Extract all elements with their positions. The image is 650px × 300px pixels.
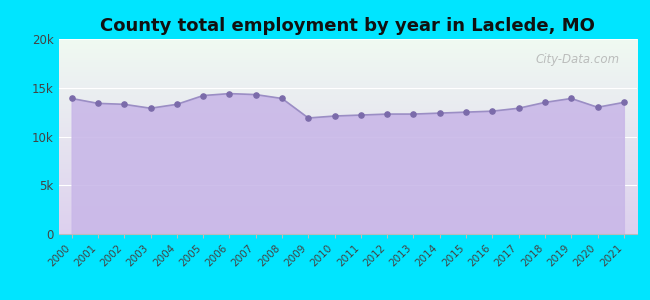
- Point: [330, 114, 340, 118]
- Point: [435, 111, 445, 116]
- Point: [93, 101, 103, 106]
- Point: [172, 102, 182, 107]
- Point: [382, 112, 393, 116]
- Point: [356, 112, 366, 117]
- Point: [250, 92, 261, 97]
- Point: [146, 106, 156, 111]
- Point: [461, 110, 471, 115]
- Point: [592, 105, 603, 110]
- Point: [514, 106, 524, 111]
- Point: [66, 96, 77, 101]
- Point: [488, 109, 498, 114]
- Text: City-Data.com: City-Data.com: [536, 52, 619, 66]
- Point: [303, 116, 313, 120]
- Point: [198, 93, 208, 98]
- Point: [619, 100, 629, 105]
- Point: [540, 100, 550, 105]
- Point: [119, 102, 129, 107]
- Point: [566, 96, 577, 101]
- Point: [408, 112, 419, 116]
- Point: [224, 91, 235, 96]
- Title: County total employment by year in Laclede, MO: County total employment by year in Lacle…: [100, 17, 595, 35]
- Point: [277, 96, 287, 101]
